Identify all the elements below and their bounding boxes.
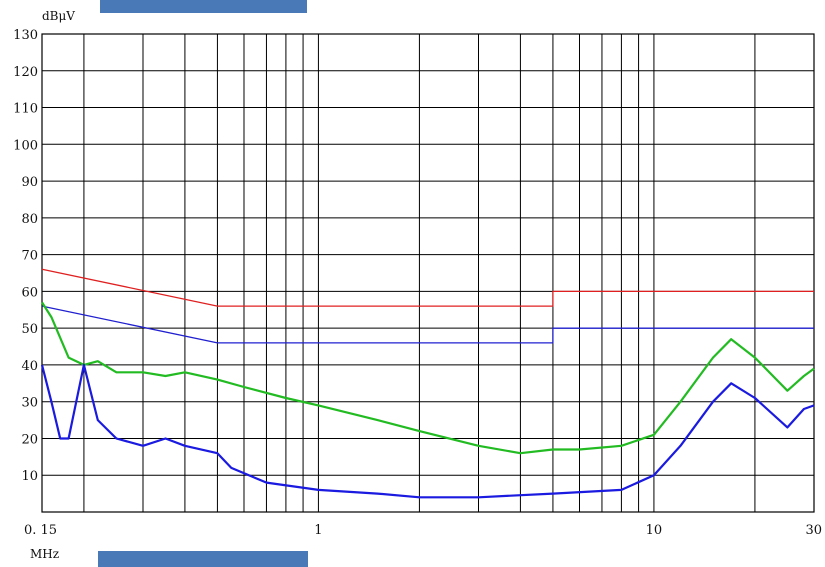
y-tick-label: 110	[13, 102, 38, 117]
x-tick-label: 30	[805, 523, 822, 538]
series-line-1	[41, 268, 814, 307]
x-tick-label: 0. 15	[24, 523, 57, 538]
x-tick-label: 1	[314, 523, 322, 538]
bottom-redaction-band	[98, 551, 308, 567]
y-tick-label: 60	[21, 285, 38, 300]
series-line-4	[40, 363, 815, 499]
x-tick-label: 10	[646, 523, 663, 538]
y-tick-label: 50	[21, 322, 38, 337]
y-tick-label: 30	[21, 396, 38, 411]
y-tick-label: 90	[21, 175, 38, 190]
x-tick-labels: 0. 15 1 10 30	[24, 523, 822, 538]
y-tick-label: 130	[13, 28, 38, 43]
series-layer	[40, 268, 815, 499]
series-line-2	[41, 305, 814, 344]
y-tick-label: 70	[21, 249, 38, 264]
y-tick-label: 120	[13, 65, 38, 80]
y-tick-label: 20	[21, 432, 38, 447]
x-axis-unit: MHz	[30, 547, 59, 561]
y-tick-labels: 10 20 30 40 50 60 70 80 90 100 110 120 130	[13, 28, 38, 484]
top-redaction-band	[100, 0, 307, 13]
y-tick-label: 100	[13, 138, 38, 153]
y-tick-label: 80	[21, 212, 38, 227]
series-line-3	[41, 301, 815, 455]
y-axis-unit: dBμV	[42, 9, 75, 23]
y-tick-label: 10	[21, 469, 38, 484]
y-tick-label: 40	[21, 359, 38, 374]
